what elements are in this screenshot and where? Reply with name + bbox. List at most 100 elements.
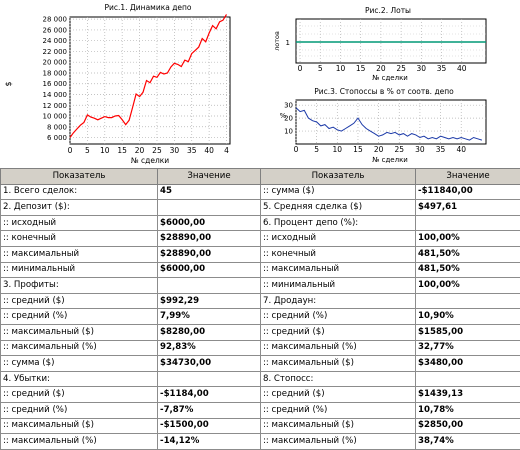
value-cell: $2850,00	[416, 418, 520, 434]
value-cell	[158, 278, 261, 294]
value-cell: -14,12%	[158, 434, 261, 450]
stops-xtick-label: 0	[294, 145, 299, 154]
indicator-cell: :: исходный	[261, 231, 416, 247]
depo-xtick-label: 40	[204, 146, 214, 155]
indicator-cell: :: исходный	[1, 215, 158, 231]
value-cell: $1439,13	[416, 387, 520, 403]
value-cell: $34730,00	[158, 356, 261, 372]
lots-ylabel: лотов	[273, 31, 281, 51]
value-cell: 38,74%	[416, 434, 520, 450]
lots-xtick-label: 15	[356, 64, 366, 73]
table-row: 2. Депозит ($):5. Средняя сделка ($)$497…	[1, 200, 520, 216]
depo-xtick-label: 15	[117, 146, 127, 155]
table-row: :: максимальный ($)-$1500,00:: максималь…	[1, 418, 520, 434]
indicator-cell: :: максимальный ($)	[1, 418, 158, 434]
depo-ytick-label: 24 000	[43, 37, 68, 45]
table-row: :: сумма ($)$34730,00:: максимальный ($)…	[1, 356, 520, 372]
value-cell: $497,61	[416, 200, 520, 216]
stops-xtick-label: 15	[353, 145, 363, 154]
stops-xlabel: № сделки	[372, 156, 408, 164]
stops-ytick-label: 30	[284, 102, 293, 110]
header-indicator-right: Показатель	[261, 169, 416, 185]
depo-title: Рис.1. Динамика депо	[104, 3, 191, 12]
value-cell: $28890,00	[158, 231, 261, 247]
value-cell: 10,78%	[416, 402, 520, 418]
indicator-cell: :: максимальный	[1, 246, 158, 262]
indicator-cell: :: максимальный ($)	[1, 324, 158, 340]
stops-xtick-label: 35	[436, 145, 446, 154]
indicator-cell: :: средний (%)	[261, 309, 416, 325]
table-row: :: средний (%)-7,87%:: средний (%)10,78%	[1, 402, 520, 418]
indicator-cell: :: конечный	[261, 246, 416, 262]
indicator-cell: :: максимальный (%)	[1, 434, 158, 450]
header-indicator-left: Показатель	[1, 169, 158, 185]
indicator-cell: :: сумма ($)	[261, 184, 416, 200]
value-cell: $28890,00	[158, 246, 261, 262]
stops-title: Рис.3. Стопоссы в % от соотв. депо	[314, 87, 454, 96]
value-cell: -$1184,00	[158, 387, 261, 403]
table-row: :: максимальный ($)$8280,00:: средний ($…	[1, 324, 520, 340]
indicator-cell: :: минимальный	[261, 278, 416, 294]
indicator-cell: :: максимальный ($)	[261, 418, 416, 434]
depo-xtick-label: 30	[170, 146, 180, 155]
indicator-cell: :: средний ($)	[1, 293, 158, 309]
stops-xtick-label: 5	[314, 145, 319, 154]
lots-xtick-label: 30	[417, 64, 427, 73]
depo-ytick-label: 14 000	[43, 91, 68, 99]
indicator-cell: :: средний ($)	[261, 324, 416, 340]
indicator-cell: :: сумма ($)	[1, 356, 158, 372]
value-cell	[416, 293, 520, 309]
lots-xtick-label: 25	[396, 64, 406, 73]
depo-ytick-label: 26 000	[43, 26, 68, 34]
lots-xlabel: № сделки	[372, 74, 408, 82]
stops-xtick-label: 25	[394, 145, 404, 154]
value-cell: $6000,00	[158, 215, 261, 231]
depo-ytick-label: 20 000	[43, 59, 68, 67]
stats-table: Показатель Значение Показатель Значение …	[0, 168, 520, 450]
indicator-cell: :: средний ($)	[1, 387, 158, 403]
header-value-right: Значение	[416, 169, 520, 185]
indicator-cell: :: конечный	[1, 231, 158, 247]
indicator-cell: 4. Убытки:	[1, 371, 158, 387]
indicator-cell: :: минимальный	[1, 262, 158, 278]
stats-header-row: Показатель Значение Показатель Значение	[1, 169, 520, 185]
lots-xtick-label: 40	[457, 64, 467, 73]
indicator-cell: :: максимальный	[261, 262, 416, 278]
stops-ytick-label: 10	[284, 128, 293, 136]
value-cell: 100,00%	[416, 278, 520, 294]
depo-xtick-label: 35	[187, 146, 197, 155]
lots-xtick-label: 20	[376, 64, 386, 73]
depo-xlabel: № сделки	[131, 156, 169, 165]
depo-ylabel: $	[4, 81, 13, 86]
value-cell	[416, 215, 520, 231]
depo-ytick-label: 16 000	[43, 80, 68, 88]
value-cell: 45	[158, 184, 261, 200]
depo-ytick-label: 8 000	[47, 123, 67, 131]
depo-xtick-label: 10	[100, 146, 110, 155]
stops-ylabel: %	[280, 112, 287, 120]
lots-ytick: 1	[286, 39, 290, 47]
table-row: :: максимальный (%)92,83%:: максимальный…	[1, 340, 520, 356]
indicator-cell: :: средний (%)	[261, 402, 416, 418]
value-cell	[158, 200, 261, 216]
indicator-cell: 6. Процент депо (%):	[261, 215, 416, 231]
depo-ytick-label: 6 000	[47, 134, 67, 142]
lots-xtick-label: 5	[318, 64, 323, 73]
indicator-cell: :: максимальный (%)	[1, 340, 158, 356]
indicator-cell: 1. Всего сделок:	[1, 184, 158, 200]
value-cell: -$1500,00	[158, 418, 261, 434]
table-row: :: максимальный (%)-14,12%:: максимальны…	[1, 434, 520, 450]
stops-xtick-label: 10	[333, 145, 343, 154]
value-cell: 481,50%	[416, 246, 520, 262]
value-cell: $992,29	[158, 293, 261, 309]
stops-xtick-label: 30	[415, 145, 425, 154]
